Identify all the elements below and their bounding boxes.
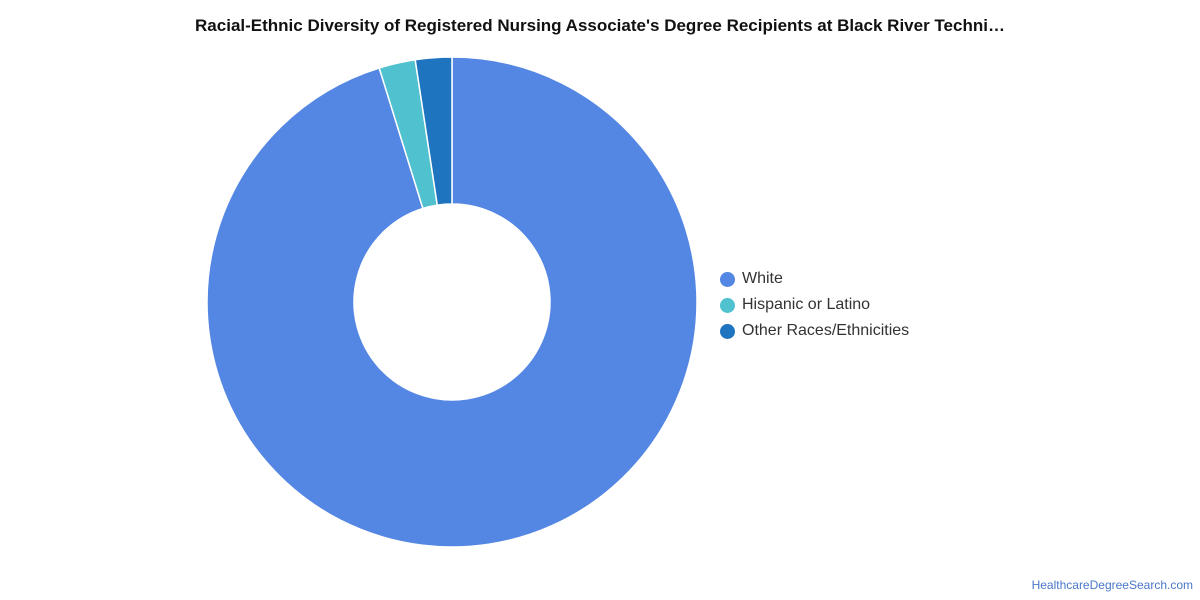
source-watermark[interactable]: HealthcareDegreeSearch.com [1031,578,1193,592]
legend-swatch [720,323,735,339]
donut-slice[interactable] [206,56,698,548]
legend-swatch [720,271,735,287]
legend-label: White [742,270,783,287]
legend-swatch [720,297,735,313]
legend-label: Other Races/Ethnicities [742,322,910,339]
chart-title: Racial-Ethnic Diversity of Registered Nu… [195,16,1005,35]
legend-item[interactable]: Other Races/Ethnicities [720,318,909,344]
slice-data-label: 95.2% [474,553,511,568]
donut-slice[interactable] [414,56,453,206]
chart-legend: White Hispanic or Latino Other Races/Ethni… [720,266,909,344]
legend-item[interactable]: White [720,266,909,292]
legend-item[interactable]: Hispanic or Latino [720,292,909,318]
legend-label: Hispanic or Latino [742,296,871,313]
